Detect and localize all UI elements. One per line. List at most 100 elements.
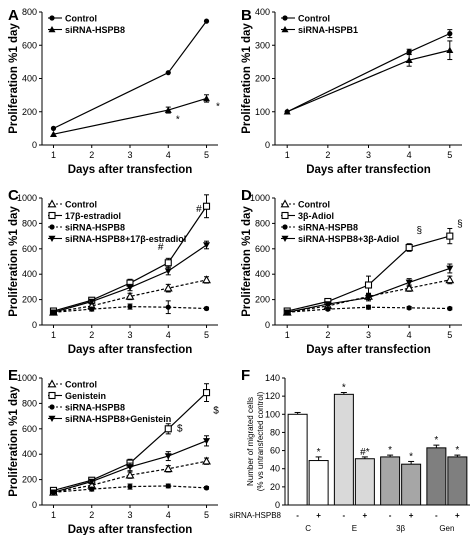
data-point (203, 305, 210, 312)
y-tick-label: 0 (275, 500, 280, 510)
y-tick-label: 140 (265, 373, 280, 383)
data-point (165, 70, 171, 76)
series-1 (283, 40, 454, 115)
y-tick-label: 200 (255, 295, 270, 305)
x-tick-label: 3 (127, 150, 132, 160)
panel-a: A 0 200 400 600 800 1 2 3 4 5 Days after transfecti… (8, 7, 220, 176)
bar (308, 460, 329, 506)
y-tick-label: 800 (22, 398, 37, 408)
data-point (447, 305, 453, 312)
y-axis-label-line: (% vs untransfected control) (256, 391, 265, 491)
significance-mark: § (417, 226, 423, 237)
significance-mark: * (409, 451, 413, 462)
data-point (405, 279, 413, 286)
data-point (364, 281, 373, 289)
x-tick-label: 3 (366, 330, 371, 340)
y-tick-label: 100 (265, 409, 280, 419)
bar (447, 456, 468, 506)
data-point (446, 265, 454, 272)
legend-marker (280, 199, 290, 208)
x-tick-label: 1 (51, 330, 56, 340)
bar (354, 458, 375, 506)
series-1 (49, 94, 211, 137)
panel-label: C (8, 187, 19, 204)
data-point (203, 242, 211, 249)
x-axis-label: Days after transfection (306, 344, 431, 356)
sign-label: - (296, 511, 299, 520)
data-point (127, 483, 133, 490)
sign-label: + (409, 511, 414, 520)
data-point (164, 106, 172, 113)
legend-label: Control (298, 199, 330, 209)
legend-marker (281, 211, 289, 220)
significance-mark: $ (213, 406, 219, 417)
group-label: Gen (439, 524, 454, 533)
x-tick-label: 1 (51, 150, 56, 160)
x-tick-label: 2 (89, 150, 94, 160)
y-tick-label: 0 (265, 320, 270, 330)
y-tick-label: 1000 (17, 193, 37, 203)
legend-label: Control (298, 13, 330, 23)
x-tick-label: 1 (285, 330, 290, 340)
data-point (89, 486, 95, 492)
data-point (283, 108, 291, 115)
data-point (89, 306, 95, 312)
y-axis-label: Number of migrated cells (% vs untransfec… (246, 391, 265, 491)
y-tick-label: 0 (32, 320, 37, 330)
legend-marker (281, 235, 289, 242)
legend-label: siRNA-HSPB8+Genistein (65, 414, 171, 424)
legend-label: Control (65, 199, 97, 209)
data-point (164, 425, 172, 433)
panel-label: E (8, 367, 18, 384)
significance-mark: * (216, 101, 220, 112)
data-point (126, 464, 134, 471)
legend-marker (48, 235, 56, 242)
data-point (127, 303, 133, 310)
data-point (445, 275, 455, 284)
data-point (405, 243, 413, 252)
y-tick-label: 400 (22, 449, 37, 459)
x-axis-label: Days after transfection (68, 524, 193, 535)
group-label: 3β (396, 524, 405, 533)
legend-label: siRNA-HSPB8 (65, 222, 125, 232)
x-tick-label: 1 (285, 150, 290, 160)
data-point (324, 301, 332, 308)
sign-label: + (316, 511, 321, 520)
bar (287, 413, 308, 506)
data-point (406, 49, 412, 55)
data-point (126, 284, 134, 292)
y-tick-label: 0 (32, 140, 37, 150)
y-axis-label: Proliferation %1 day (241, 23, 253, 134)
legend-marker (48, 26, 56, 33)
data-point (88, 478, 96, 486)
bar (401, 463, 422, 506)
bar-group: * - * +Gen (426, 435, 468, 533)
significance-mark: * (342, 383, 346, 394)
series-line (53, 20, 208, 129)
y-tick-label: 1000 (250, 193, 270, 203)
y-tick-label: 600 (255, 244, 270, 254)
y-tick-label: 600 (22, 40, 37, 50)
series-0 (50, 18, 210, 131)
data-point (49, 489, 57, 496)
y-tick-label: 800 (22, 7, 37, 17)
group-label: C (305, 524, 311, 533)
data-point (365, 304, 372, 310)
y-tick-label: 0 (265, 140, 270, 150)
sign-label: - (343, 511, 346, 520)
x-tick-label: 5 (204, 330, 209, 340)
data-point (283, 309, 291, 316)
x-tick-label: 2 (325, 330, 330, 340)
data-point (203, 438, 211, 445)
significance-mark: * (388, 445, 392, 456)
panel-d: D 0 200 400 600 800 1000 1 2 3 4 5 Days after transf… (241, 187, 463, 356)
bar (333, 393, 354, 506)
data-point (447, 31, 453, 37)
legend-label: Control (65, 13, 97, 23)
y-tick-label: 40 (270, 464, 280, 474)
legend-marker (48, 391, 56, 400)
data-point (203, 18, 210, 24)
legend-marker (48, 415, 56, 422)
